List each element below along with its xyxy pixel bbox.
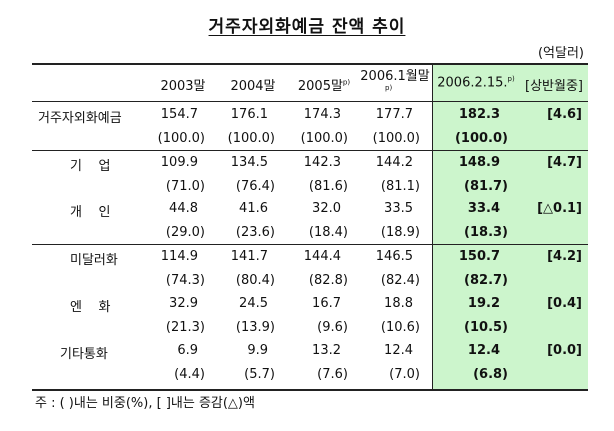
value-cell: 141.7 <box>230 249 268 264</box>
share-cell: (23.6) <box>235 225 275 240</box>
header-2006-jan: 2006.1월말 <box>360 69 430 84</box>
value-cell: 114.9 <box>160 249 198 264</box>
current-value-cell: 19.2 <box>467 296 500 311</box>
value-cell: 33.5 <box>384 201 413 216</box>
share-cell: (100.0) <box>372 131 420 146</box>
current-share-cell: (100.0) <box>454 131 508 146</box>
change-cell: [0.4] <box>547 296 582 311</box>
row-label: 기 업 <box>70 159 111 174</box>
share-cell: (13.9) <box>235 320 275 335</box>
value-cell: 9.9 <box>247 343 268 358</box>
share-cell: (100.0) <box>157 131 205 146</box>
share-cell: (7.0) <box>389 367 420 382</box>
group-rule-1 <box>32 150 588 151</box>
value-cell: 32.9 <box>169 296 198 311</box>
change-cell: [4.2] <box>547 249 582 264</box>
share-cell: (80.4) <box>235 273 275 288</box>
share-cell: (18.9) <box>380 225 420 240</box>
share-cell: (21.3) <box>165 320 205 335</box>
change-cell: [△0.1] <box>537 201 582 216</box>
unit-label: (억달러) <box>537 46 584 61</box>
share-cell: (81.6) <box>308 179 348 194</box>
value-cell: 134.5 <box>230 155 268 170</box>
row-label: 엔 화 <box>70 300 111 315</box>
share-cell: (18.4) <box>308 225 348 240</box>
value-cell: 24.5 <box>239 296 268 311</box>
share-cell: (5.7) <box>244 367 275 382</box>
header-2004: 2004말 <box>230 79 276 94</box>
current-value-cell: 148.9 <box>458 155 500 170</box>
current-share-cell: (10.5) <box>464 320 508 335</box>
current-value-cell: 150.7 <box>458 249 500 264</box>
footnote: 주 : ( )내는 비중(%), [ ]내는 증감(△)액 <box>35 396 255 411</box>
share-cell: (74.3) <box>165 273 205 288</box>
header-current: 2006.2.15.p) <box>437 75 515 91</box>
share-cell: (71.0) <box>165 179 205 194</box>
value-cell: 144.4 <box>303 249 341 264</box>
value-cell: 174.3 <box>303 107 341 122</box>
value-cell: 176.1 <box>230 107 268 122</box>
value-cell: 18.8 <box>384 296 413 311</box>
value-cell: 41.6 <box>239 201 268 216</box>
top-rule <box>32 63 588 65</box>
value-cell: 154.7 <box>160 107 198 122</box>
current-share-cell: (6.8) <box>473 367 508 382</box>
table-title: 거주자외화예금 잔액 추이 <box>208 17 406 37</box>
current-share-cell: (81.7) <box>464 179 508 194</box>
share-cell: (76.4) <box>235 179 275 194</box>
value-cell: 6.9 <box>177 343 198 358</box>
change-cell: [4.7] <box>547 155 582 170</box>
value-cell: 142.3 <box>303 155 341 170</box>
header-2003: 2003말 <box>160 79 206 94</box>
current-share-cell: (18.3) <box>464 225 508 240</box>
value-cell: 13.2 <box>312 343 341 358</box>
current-value-cell: 182.3 <box>458 107 500 122</box>
header-rule <box>32 101 588 102</box>
current-column-divider <box>432 64 433 390</box>
row-label: 거주자외화예금 <box>38 111 122 126</box>
bottom-rule <box>32 389 588 391</box>
current-value-cell: 33.4 <box>467 201 500 216</box>
share-cell: (10.6) <box>380 320 420 335</box>
share-cell: (81.1) <box>380 179 420 194</box>
group-rule-2 <box>32 244 588 245</box>
value-cell: 177.7 <box>375 107 413 122</box>
change-cell: [4.6] <box>547 107 582 122</box>
change-cell: [0.0] <box>547 343 582 358</box>
share-cell: (100.0) <box>227 131 275 146</box>
share-cell: (82.4) <box>380 273 420 288</box>
share-cell: (29.0) <box>165 225 205 240</box>
share-cell: (100.0) <box>300 131 348 146</box>
header-change: [상반월중] <box>525 79 583 94</box>
share-cell: (82.8) <box>308 273 348 288</box>
value-cell: 144.2 <box>375 155 413 170</box>
header-2006-jan-sup: p) <box>385 84 393 92</box>
value-cell: 32.0 <box>312 201 341 216</box>
share-cell: (9.6) <box>317 320 348 335</box>
row-label: 기타통화 <box>60 347 108 362</box>
value-cell: 109.9 <box>160 155 198 170</box>
share-cell: (7.6) <box>317 367 348 382</box>
value-cell: 146.5 <box>375 249 413 264</box>
current-share-cell: (82.7) <box>464 273 508 288</box>
row-label: 미달러화 <box>70 253 118 268</box>
value-cell: 12.4 <box>384 343 413 358</box>
current-column-highlight <box>432 64 588 390</box>
value-cell: 44.8 <box>169 201 198 216</box>
header-2005: 2005말p) <box>297 78 351 94</box>
share-cell: (4.4) <box>174 367 205 382</box>
value-cell: 16.7 <box>312 296 341 311</box>
current-value-cell: 12.4 <box>467 343 500 358</box>
row-label: 개 인 <box>70 205 111 220</box>
